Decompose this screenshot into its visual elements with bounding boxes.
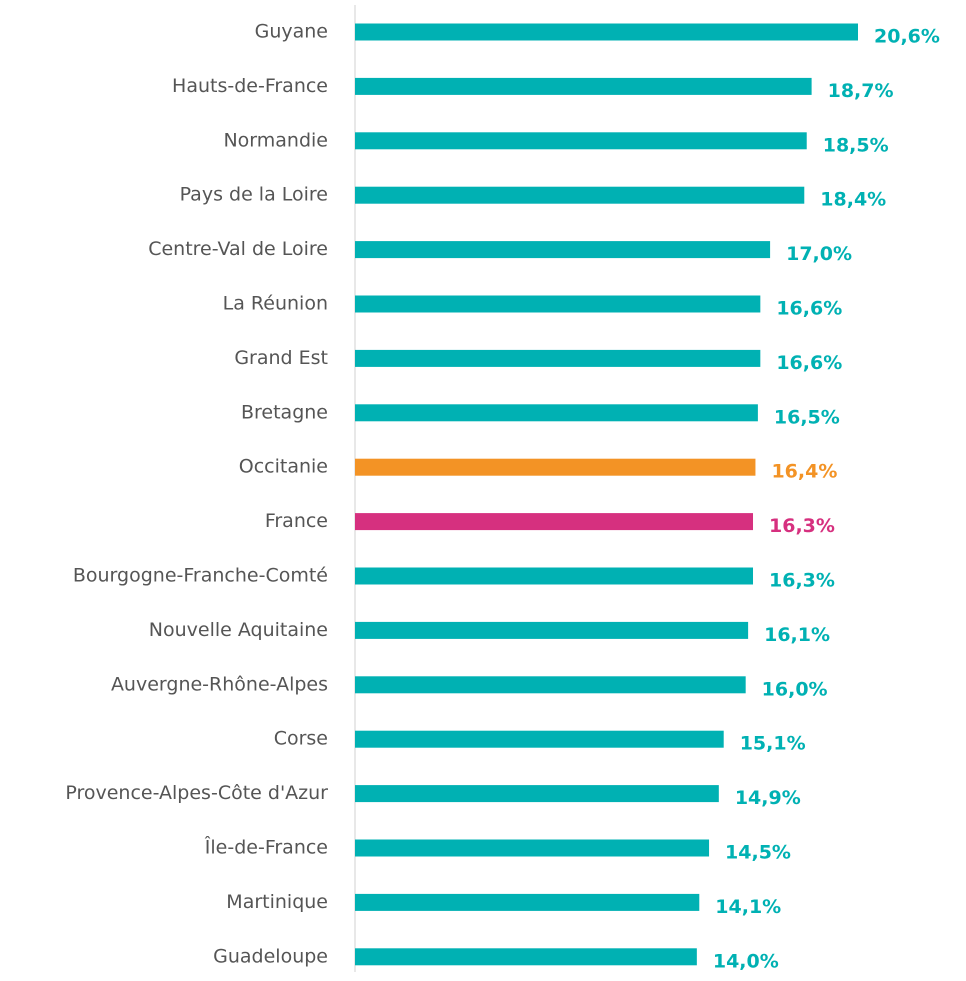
- data-label: 16,6%: [776, 298, 842, 320]
- y-tick-label: Centre-Val de Loire: [148, 238, 328, 260]
- data-label: 16,1%: [764, 624, 830, 646]
- y-tick-label: Bourgogne-Franche-Comté: [73, 565, 328, 587]
- bar: [355, 567, 754, 585]
- bar: [355, 77, 812, 95]
- bar: [355, 295, 761, 313]
- y-tick-label: Guadeloupe: [213, 945, 328, 967]
- y-tick-label: Nouvelle Aquitaine: [149, 619, 328, 641]
- bar: [355, 513, 754, 531]
- bar: [355, 676, 746, 694]
- bar: [355, 186, 805, 204]
- bar: [355, 893, 700, 911]
- y-tick-label: Normandie: [223, 129, 328, 151]
- bar: [355, 23, 858, 41]
- bar: [355, 241, 771, 259]
- bar: [355, 404, 758, 422]
- y-tick-label: France: [265, 510, 328, 532]
- y-tick-label: Île-de-France: [204, 836, 328, 859]
- y-tick-label: Pays de la Loire: [180, 184, 328, 206]
- bar: [355, 785, 719, 803]
- bar: [355, 730, 724, 748]
- data-label: 16,0%: [762, 678, 828, 700]
- data-label: 14,5%: [725, 842, 791, 864]
- bar: [355, 349, 761, 367]
- bar: [355, 839, 710, 857]
- data-label: 20,6%: [874, 26, 940, 48]
- y-tick-label: Hauts-de-France: [172, 75, 328, 97]
- y-tick-label: Bretagne: [241, 401, 328, 423]
- data-label: 14,1%: [715, 896, 781, 918]
- data-label: 18,5%: [823, 134, 889, 156]
- bar: [355, 948, 697, 966]
- data-label: 16,3%: [769, 570, 835, 592]
- data-label: 18,7%: [828, 80, 894, 102]
- data-label: 16,5%: [774, 406, 840, 428]
- y-tick-label: Guyane: [255, 21, 328, 43]
- bar: [355, 621, 749, 639]
- data-label: 16,6%: [776, 352, 842, 374]
- data-label: 14,0%: [713, 950, 779, 972]
- data-label: 16,4%: [771, 461, 837, 483]
- bar: [355, 458, 756, 476]
- data-label: 15,1%: [740, 733, 806, 755]
- y-tick-label: Occitanie: [239, 456, 328, 478]
- bar: [355, 132, 807, 150]
- y-tick-label: Provence-Alpes-Côte d'Azur: [65, 782, 328, 804]
- data-label: 17,0%: [786, 243, 852, 265]
- data-label: 18,4%: [820, 189, 886, 211]
- data-label: 16,3%: [769, 515, 835, 537]
- y-tick-label: Auvergne-Rhône-Alpes: [111, 673, 328, 695]
- y-tick-label: Martinique: [226, 891, 328, 913]
- y-tick-label: Grand Est: [234, 347, 328, 369]
- data-label: 14,9%: [735, 787, 801, 809]
- y-tick-label: La Réunion: [223, 293, 328, 315]
- y-tick-label: Corse: [274, 728, 328, 750]
